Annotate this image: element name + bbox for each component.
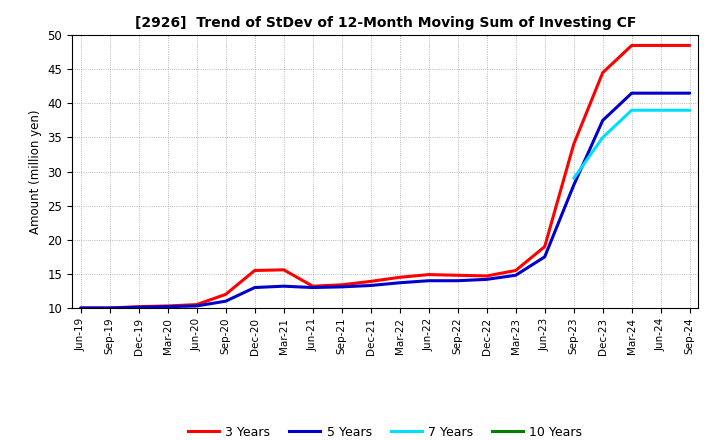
Y-axis label: Amount (million yen): Amount (million yen) <box>29 110 42 234</box>
Title: [2926]  Trend of StDev of 12-Month Moving Sum of Investing CF: [2926] Trend of StDev of 12-Month Moving… <box>135 16 636 30</box>
Legend: 3 Years, 5 Years, 7 Years, 10 Years: 3 Years, 5 Years, 7 Years, 10 Years <box>183 421 588 440</box>
